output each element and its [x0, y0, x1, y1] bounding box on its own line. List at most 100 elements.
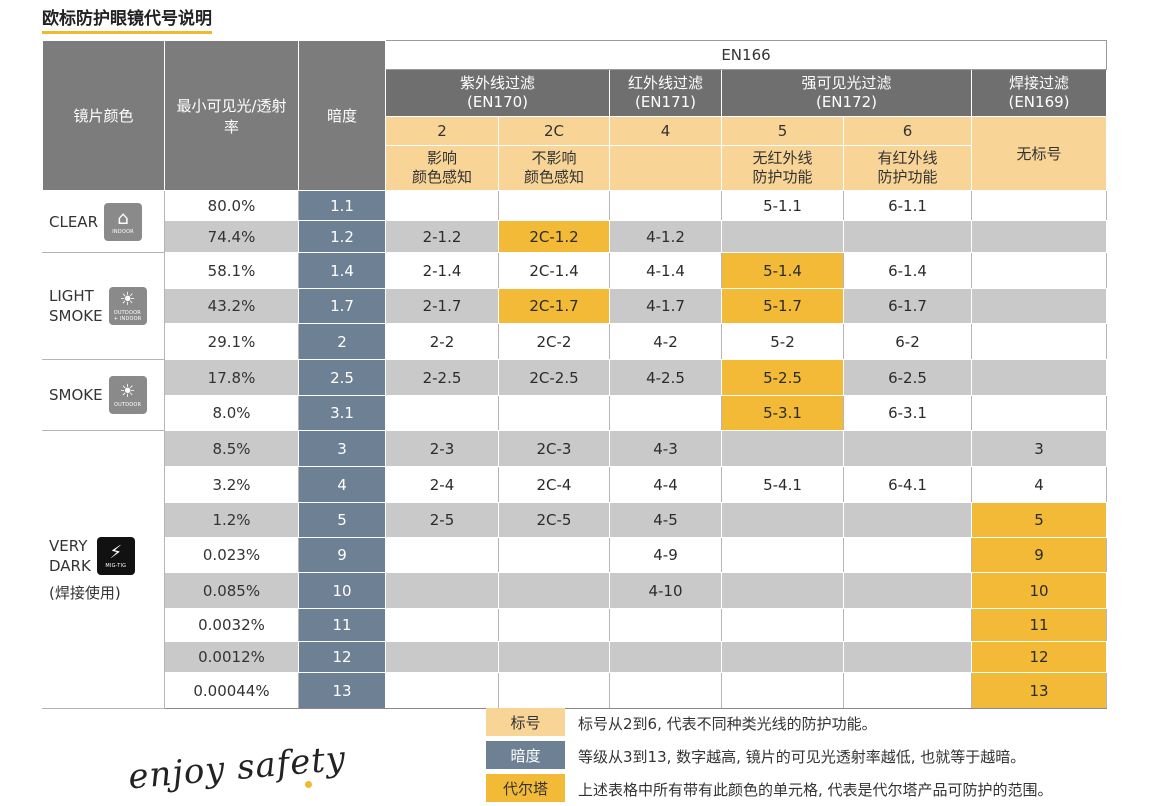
- code-cell: 4-1.4: [609, 252, 722, 289]
- code-cell: [609, 190, 722, 221]
- lens-group-very-dark: VERY DARK ⚡ MIG-TIG (焊接使用): [42, 430, 165, 709]
- legend-swatch: 代尔塔: [486, 774, 565, 802]
- legend-description: 标号从2到6, 代表不同种类光线的防护功能。: [578, 715, 877, 733]
- lens-icon-caption: OUTDOOR + INDOOR: [113, 310, 142, 322]
- sun-house-icon: ☀ OUTDOOR + INDOOR: [108, 287, 147, 325]
- code-cell: [843, 220, 972, 253]
- lens-icon-caption: INDOOR: [112, 228, 134, 235]
- code-cell: [385, 672, 499, 709]
- code-cell: [385, 641, 499, 673]
- code-cell: [498, 608, 610, 642]
- code-cell: [609, 672, 722, 709]
- code-cell: [843, 572, 972, 609]
- code-cell: 11: [971, 608, 1107, 642]
- code-cell: 4: [971, 466, 1107, 503]
- code-cell: 2-5: [385, 502, 499, 538]
- code-desc-3: 无红外线 防护功能: [721, 145, 844, 191]
- code-header-0: 2: [385, 116, 499, 146]
- shade-value: 2: [298, 323, 386, 360]
- shade-value: 12: [298, 641, 386, 673]
- shade-value: 11: [298, 608, 386, 642]
- code-cell: [843, 537, 972, 573]
- code-cell: 4-10: [609, 572, 722, 609]
- code-cell: [498, 672, 610, 709]
- code-cell: 4-2.5: [609, 359, 722, 396]
- table-row: 0.0032% 11 11: [43, 608, 1107, 642]
- lens-group-name: SMOKE: [49, 386, 103, 404]
- filter-group-header-2: 强可见光过滤 (EN172): [721, 69, 972, 117]
- code-cell: [721, 220, 844, 253]
- code-cell: 2-1.2: [385, 220, 499, 253]
- shade-value: 9: [298, 537, 386, 573]
- code-cell: 5-2: [721, 323, 844, 360]
- code-cell: [971, 395, 1107, 431]
- table-row: 8.0% 3.1 5-3.1 6-3.1: [43, 395, 1107, 431]
- code-cell: 4-9: [609, 537, 722, 573]
- brand-dot: [305, 781, 312, 788]
- code-header-1: 2C: [498, 116, 610, 146]
- code-desc-1: 不影响 颜色感知: [498, 145, 610, 191]
- filter-group-header-1: 红外线过滤 (EN171): [609, 69, 722, 117]
- shade-value: 13: [298, 672, 386, 709]
- code-cell: 2C-3: [498, 430, 610, 467]
- code-cell: [721, 608, 844, 642]
- lens-group-name: LIGHT SMOKE: [49, 287, 103, 325]
- shade-header: 暗度: [298, 40, 386, 191]
- code-cell: [498, 572, 610, 609]
- sun-icon: ☀ OUTDOOR: [108, 376, 147, 414]
- legend-swatch: 暗度: [486, 741, 565, 769]
- code-cell: 6-4.1: [843, 466, 972, 503]
- code-cell: 5-3.1: [721, 395, 844, 431]
- code-desc-0: 影响 颜色感知: [385, 145, 499, 191]
- filter-group-header-0: 紫外线过滤 (EN170): [385, 69, 610, 117]
- code-cell: [609, 395, 722, 431]
- code-cell: 6-3.1: [843, 395, 972, 431]
- shade-value: 3.1: [298, 395, 386, 431]
- code-cell: [498, 190, 610, 221]
- code-cell: [971, 288, 1107, 324]
- table-row: 0.00044% 13 13: [43, 672, 1107, 709]
- code-cell: 2-2.5: [385, 359, 499, 396]
- code-cell: 2C-1.2: [498, 220, 610, 253]
- filter-group-header-3: 焊接过滤 (EN169): [971, 69, 1107, 117]
- legend-swatch: 标号: [486, 708, 565, 736]
- code-cell: [609, 641, 722, 673]
- code-cell: 10: [971, 572, 1107, 609]
- table-row: 0.0012% 12 12: [43, 641, 1107, 673]
- shade-value: 2.5: [298, 359, 386, 396]
- lens-group-name: CLEAR: [49, 212, 98, 231]
- code-cell: [498, 537, 610, 573]
- code-cell: [721, 572, 844, 609]
- lens-icon-caption: MIG-TIG: [105, 563, 127, 569]
- code-cell: 4-4: [609, 466, 722, 503]
- code-cell: [721, 502, 844, 538]
- code-cell: 4-1.7: [609, 288, 722, 324]
- shade-value: 1.1: [298, 190, 386, 221]
- no-mark-header: 无标号: [971, 116, 1107, 191]
- table-row: CLEAR ⌂ INDOOR 80.0% 1.1 5-1.1 6-1.1: [42, 190, 1107, 253]
- code-cell: [721, 430, 844, 467]
- code-cell: [971, 323, 1107, 360]
- transmission-value: 17.8%: [164, 359, 299, 396]
- code-cell: [843, 502, 972, 538]
- transmission-value: 0.0012%: [164, 641, 299, 673]
- transmission-value: 0.0032%: [164, 608, 299, 642]
- code-cell: 2C-1.4: [498, 252, 610, 289]
- code-cell: [971, 252, 1107, 289]
- code-cell: [843, 641, 972, 673]
- code-cell: 2-1.4: [385, 252, 499, 289]
- brand-logo: enjoy safety: [126, 738, 348, 798]
- min-transmission-header: 最小可见光/透射率: [164, 40, 299, 191]
- code-cell: 2C-1.7: [498, 288, 610, 324]
- code-desc-4: 有红外线 防护功能: [843, 145, 972, 191]
- transmission-value: 80.0%: [164, 190, 299, 221]
- shade-value: 4: [298, 466, 386, 503]
- table-row: 43.2% 1.7 2-1.7 2C-1.7 4-1.7 5-1.7 6-1.7: [43, 288, 1107, 324]
- code-cell: [385, 608, 499, 642]
- legend-description: 等级从3到13, 数字越高, 镜片的可见光透射率越低, 也就等于越暗。: [578, 748, 1026, 766]
- code-cell: 2-3: [385, 430, 499, 467]
- lens-group-name: VERY DARK: [49, 537, 91, 575]
- code-header-4: 6: [843, 116, 972, 146]
- shade-value: 1.2: [298, 220, 386, 253]
- code-cell: 2-4: [385, 466, 499, 503]
